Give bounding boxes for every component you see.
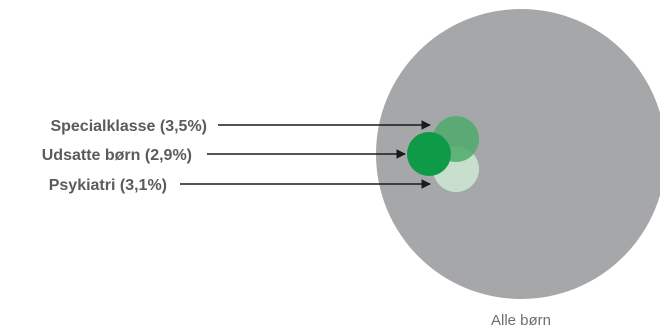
all-children-circle [376,9,660,299]
specialklasse-label: Specialklasse (3,5%) [50,118,207,135]
psykiatri-label: Psykiatri (3,1%) [49,177,167,194]
udsatte-label: Udsatte børn (2,9%) [42,147,192,164]
all-children-label: Alle børn [491,312,551,329]
udsatte-circle [407,132,451,176]
